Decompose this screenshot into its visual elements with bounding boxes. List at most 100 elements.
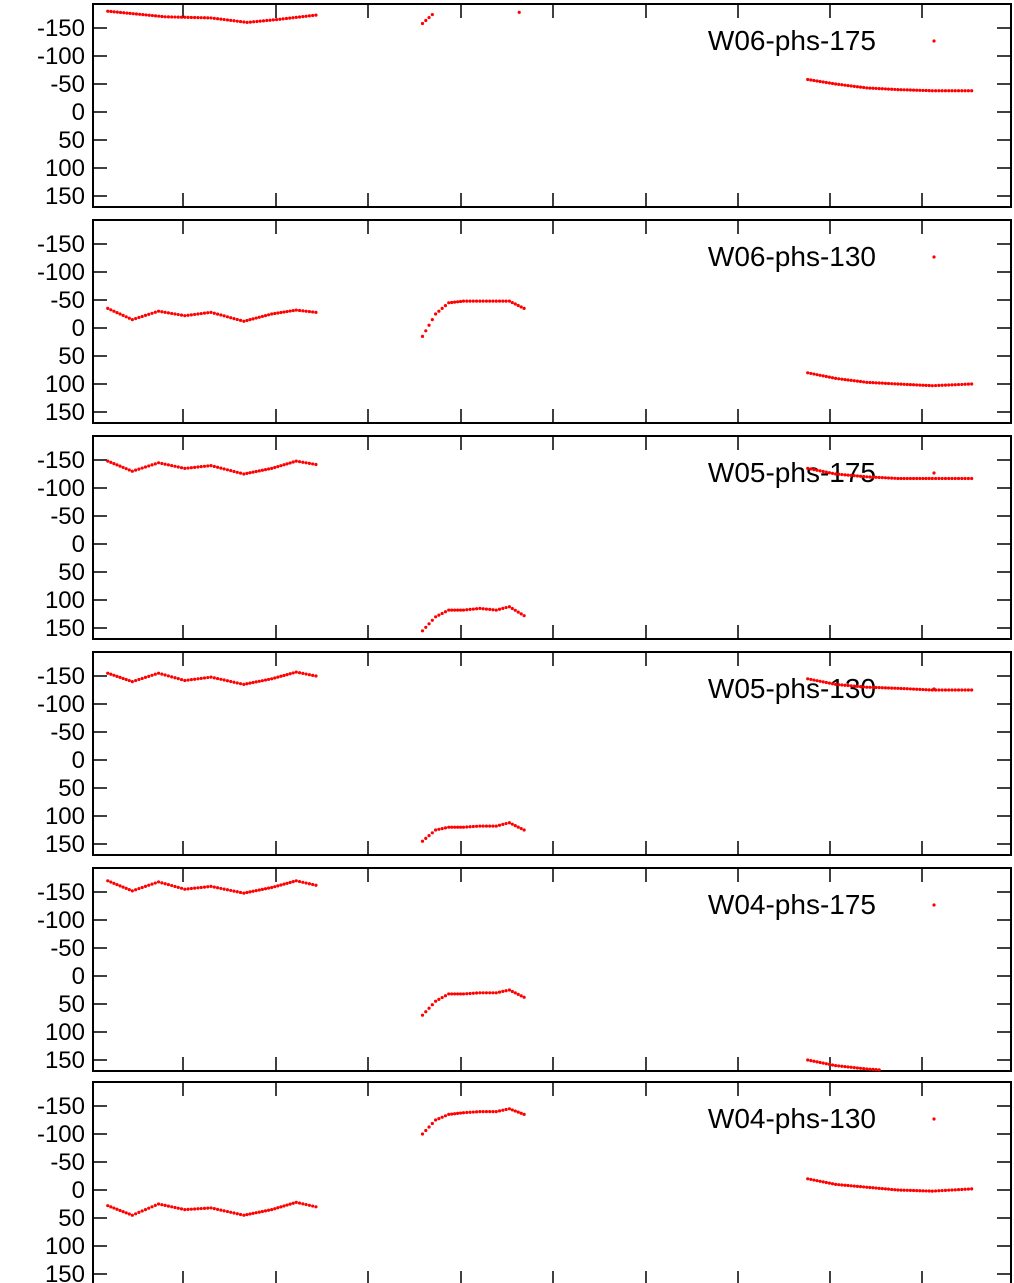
data-point bbox=[818, 469, 822, 473]
data-point bbox=[450, 825, 454, 829]
data-point bbox=[257, 315, 261, 319]
data-point bbox=[235, 890, 239, 894]
series-points bbox=[106, 670, 974, 843]
data-point bbox=[465, 992, 469, 996]
data-point bbox=[147, 13, 151, 17]
data-point bbox=[115, 882, 119, 887]
data-point bbox=[488, 299, 492, 303]
data-point bbox=[871, 685, 875, 690]
data-point bbox=[921, 383, 925, 387]
data-point bbox=[507, 605, 511, 609]
data-point bbox=[140, 676, 144, 681]
data-point bbox=[461, 1111, 466, 1115]
y-tick-label: 100 bbox=[45, 803, 85, 830]
data-point bbox=[461, 992, 466, 996]
data-point bbox=[501, 989, 505, 994]
y-tick-label: -100 bbox=[37, 907, 85, 934]
data-point bbox=[915, 687, 919, 691]
data-point bbox=[285, 1203, 289, 1207]
data-point bbox=[453, 608, 457, 612]
data-point bbox=[229, 679, 233, 684]
data-point bbox=[905, 687, 909, 691]
data-point bbox=[206, 16, 210, 20]
data-point bbox=[846, 1183, 850, 1188]
data-point bbox=[106, 459, 110, 463]
data-point bbox=[478, 606, 482, 611]
data-point bbox=[481, 1110, 485, 1114]
data-point bbox=[806, 77, 810, 82]
data-point bbox=[849, 1065, 853, 1069]
data-point bbox=[833, 1064, 838, 1068]
data-point bbox=[209, 16, 213, 20]
data-point bbox=[815, 468, 819, 472]
data-point bbox=[497, 607, 502, 611]
data-point bbox=[830, 471, 835, 475]
data-point bbox=[908, 687, 913, 691]
data-point bbox=[815, 1060, 819, 1064]
data-point bbox=[940, 688, 944, 692]
data-point bbox=[196, 312, 200, 316]
data-point bbox=[166, 1204, 171, 1208]
data-point bbox=[311, 13, 315, 18]
data-point bbox=[513, 824, 517, 828]
data-point bbox=[522, 306, 526, 310]
y-tick-label: 100 bbox=[45, 587, 85, 614]
data-point bbox=[970, 688, 974, 692]
data-point bbox=[173, 884, 177, 889]
data-point bbox=[219, 1208, 223, 1212]
data-point bbox=[248, 681, 252, 685]
legend-label: W04-phs-130 bbox=[708, 1103, 876, 1134]
data-point bbox=[202, 464, 207, 468]
data-point bbox=[245, 20, 249, 24]
data-point bbox=[420, 839, 425, 843]
data-point bbox=[840, 683, 844, 687]
data-point bbox=[288, 672, 292, 676]
data-point bbox=[314, 883, 318, 887]
data-point bbox=[173, 1205, 177, 1210]
data-point bbox=[130, 1213, 134, 1217]
data-point bbox=[956, 382, 961, 387]
data-point bbox=[504, 605, 508, 610]
y-tick-label: 150 bbox=[45, 1261, 85, 1283]
data-point bbox=[883, 381, 888, 385]
data-point bbox=[937, 1189, 941, 1193]
data-point bbox=[270, 677, 274, 681]
data-point bbox=[437, 613, 441, 617]
data-point bbox=[265, 18, 269, 23]
data-point bbox=[307, 14, 311, 18]
data-point bbox=[279, 674, 283, 678]
data-point bbox=[186, 678, 190, 682]
data-point bbox=[127, 1212, 131, 1216]
data-point bbox=[458, 825, 463, 829]
data-point bbox=[297, 879, 302, 884]
data-point bbox=[127, 888, 131, 892]
y-tick-label: -50 bbox=[50, 719, 85, 746]
y-tick-label: 100 bbox=[45, 1233, 85, 1260]
data-point bbox=[140, 314, 144, 319]
data-point bbox=[279, 310, 283, 315]
data-point bbox=[143, 1208, 148, 1212]
data-point bbox=[170, 883, 174, 888]
data-point bbox=[153, 462, 157, 466]
data-point bbox=[833, 472, 838, 476]
data-point bbox=[852, 1066, 856, 1070]
data-point bbox=[927, 383, 931, 388]
data-point bbox=[488, 991, 492, 995]
data-point bbox=[166, 311, 171, 315]
data-point bbox=[886, 686, 891, 690]
data-point bbox=[519, 305, 523, 309]
data-point bbox=[189, 15, 193, 20]
data-point bbox=[251, 317, 255, 321]
data-point bbox=[491, 608, 495, 612]
data-point bbox=[173, 15, 177, 19]
data-point bbox=[471, 824, 475, 829]
data-point bbox=[260, 679, 264, 683]
data-point bbox=[933, 89, 938, 93]
data-point bbox=[507, 821, 511, 825]
data-point bbox=[276, 1206, 280, 1210]
data-point bbox=[183, 1208, 187, 1212]
data-point bbox=[896, 686, 900, 690]
data-point bbox=[288, 1202, 292, 1206]
data-point bbox=[871, 1186, 875, 1190]
